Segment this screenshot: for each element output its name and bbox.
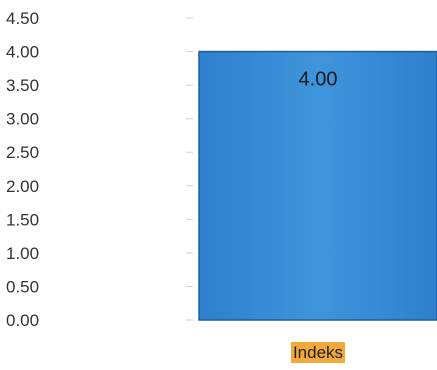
y-tick-label: 0.00	[6, 311, 39, 330]
y-tick-label: 3.50	[6, 76, 39, 95]
y-tick-label: 4.00	[6, 43, 39, 62]
y-tick-label: 2.50	[6, 143, 39, 162]
category-label: Indeks	[293, 343, 343, 362]
bars: 4.00	[198, 50, 437, 321]
y-tick-label: 0.50	[6, 277, 39, 296]
category-highlight	[290, 342, 346, 363]
y-tick-label: 1.50	[6, 210, 39, 229]
y-tick-label: 4.50	[6, 9, 39, 28]
bar	[198, 50, 437, 321]
y-tick-label: 2.00	[6, 177, 39, 196]
y-axis: 0.00 0.50 1.00 1.50 2.00 2.50 3.00 3.50 4.00 4.50	[6, 9, 193, 330]
bar-data-label: 4.00	[299, 69, 338, 91]
y-tick-label: 1.00	[6, 244, 39, 263]
x-axis: Indeks	[290, 342, 346, 363]
y-tick-label: 3.00	[6, 110, 39, 129]
